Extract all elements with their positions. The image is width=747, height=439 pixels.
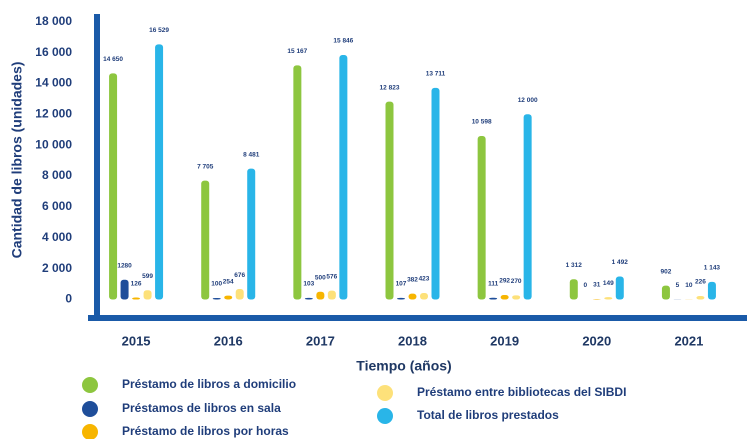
bar (316, 291, 325, 300)
value-label: 1 492 (612, 259, 629, 266)
value-label: 12 823 (380, 84, 400, 91)
x-tick-label: 2017 (306, 333, 335, 348)
x-tick-label: 2021 (674, 333, 703, 348)
value-label: 7 705 (197, 163, 214, 170)
value-label: 500 (315, 274, 326, 281)
bar (569, 279, 578, 300)
y-tick-label: 10 000 (35, 137, 72, 151)
value-label: 576 (326, 273, 337, 280)
bar (293, 65, 302, 300)
bar (339, 54, 348, 300)
value-label: 15 167 (287, 48, 307, 55)
value-label: 0 (583, 282, 587, 289)
value-label: 16 529 (149, 27, 169, 34)
legend-marker (377, 408, 393, 424)
y-tick-label: 8 000 (42, 168, 72, 182)
value-label: 31 (593, 282, 601, 289)
bar (661, 285, 670, 300)
value-label: 676 (234, 272, 245, 279)
x-tick-label: 2016 (214, 333, 243, 348)
x-axis-label: Tiempo (años) (356, 358, 451, 374)
bar (420, 292, 428, 300)
value-label: 111 (488, 280, 499, 287)
bar (615, 276, 624, 300)
bar (304, 297, 313, 300)
value-label: 100 (211, 281, 222, 288)
value-label: 10 (685, 282, 693, 289)
value-label: 226 (695, 279, 706, 286)
x-tick-label: 2020 (582, 333, 611, 348)
x-tick-label: 2018 (398, 333, 427, 348)
value-label: 126 (131, 280, 142, 287)
y-tick-label: 18 000 (35, 14, 72, 28)
value-label: 13 711 (426, 71, 446, 78)
value-label: 1280 (117, 262, 132, 269)
legend-label: Préstamo de libros a domicilio (122, 377, 296, 391)
y-tick-label: 2 000 (42, 261, 72, 275)
value-label: 12 000 (518, 97, 538, 104)
y-tick-label: 14 000 (35, 76, 72, 90)
value-label: 382 (407, 276, 418, 283)
y-axis-label: Cantidad de libros (unidades) (9, 62, 25, 259)
legend-marker (82, 401, 98, 417)
bar (707, 281, 716, 300)
bar (132, 297, 141, 300)
bar (385, 101, 394, 300)
legend-marker (377, 385, 393, 401)
value-label: 10 598 (472, 119, 492, 126)
bar (247, 168, 256, 300)
value-label: 292 (499, 278, 510, 285)
legend-label: Préstamo entre bibliotecas del SIBDI (417, 385, 626, 399)
value-label: 107 (396, 281, 407, 288)
value-label: 1 143 (704, 265, 721, 272)
bar (155, 44, 164, 300)
value-label: 8 481 (243, 151, 260, 158)
bar (201, 180, 210, 300)
value-label: 5 (676, 282, 680, 289)
y-tick-label: 6 000 (42, 199, 72, 213)
value-label: 599 (142, 273, 153, 280)
bar (397, 297, 405, 300)
legend-label: Total de libros prestados (417, 408, 559, 422)
legend-label: Préstamos de libros en sala (122, 401, 281, 415)
bar (212, 297, 221, 300)
legend-marker (82, 424, 98, 439)
y-tick-label: 4 000 (42, 230, 72, 244)
bar (604, 297, 613, 300)
x-tick-label: 2019 (490, 333, 519, 348)
value-label: 1 312 (566, 262, 583, 269)
bar (523, 114, 532, 300)
x-tick-label: 2015 (122, 333, 151, 348)
value-label: 14 650 (103, 56, 123, 63)
bar (120, 279, 129, 300)
y-tick-label: 16 000 (35, 45, 72, 59)
bar (235, 289, 244, 300)
bar (327, 290, 336, 300)
y-tick-label: 0 (65, 292, 72, 306)
bar (477, 135, 486, 300)
bar (696, 295, 705, 300)
bar (109, 73, 118, 300)
bar (408, 293, 417, 300)
value-label: 423 (419, 276, 430, 283)
value-label: 254 (223, 278, 234, 285)
value-label: 270 (511, 278, 522, 285)
legend-label: Préstamo de libros por horas (122, 424, 289, 438)
value-label: 902 (660, 268, 671, 275)
legend-marker (82, 377, 98, 393)
bar (224, 295, 233, 300)
bar (500, 294, 509, 300)
bar (512, 295, 521, 300)
value-label: 103 (303, 281, 314, 288)
value-label: 149 (603, 280, 614, 287)
bar (431, 87, 440, 300)
y-tick-label: 12 000 (35, 106, 72, 120)
value-label: 15 846 (333, 38, 353, 45)
bar (489, 297, 498, 300)
bar (143, 290, 152, 300)
